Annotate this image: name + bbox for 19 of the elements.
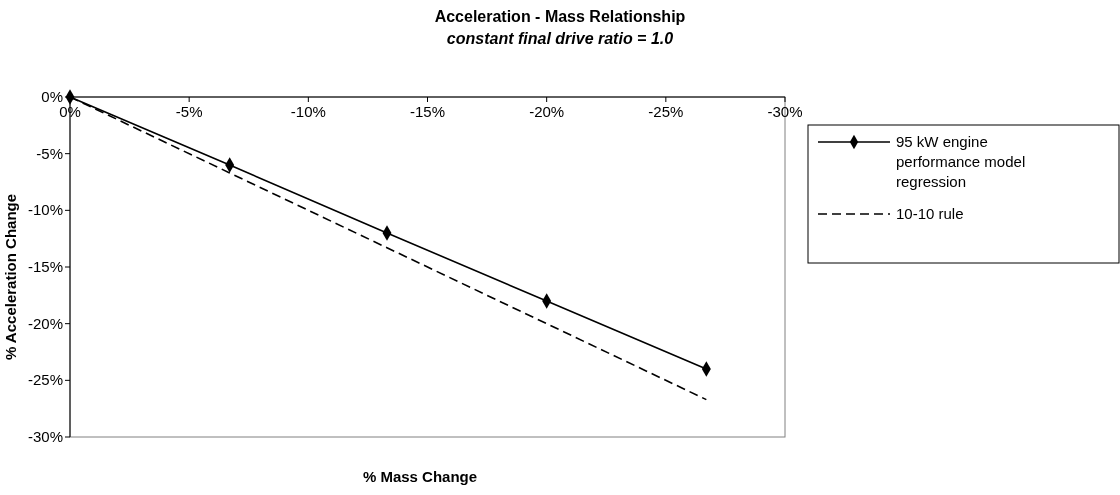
y-tick-label: -25% (27, 371, 63, 389)
x-tick-label: -15% (409, 103, 446, 120)
legend-label: 95 kW engine performance model regression (896, 133, 1026, 190)
x-tick-label: -10% (290, 103, 326, 120)
x-axis-title: % Mass Change (362, 468, 478, 485)
y-tick-label: -10% (27, 201, 63, 219)
y-tick-label: -30% (27, 428, 63, 445)
y-tick-label: -15% (27, 258, 63, 275)
chart-subtitle: constant final drive ratio = 1.0 (446, 30, 674, 47)
x-tick-label: -5% (175, 103, 203, 120)
y-tick-label: -20% (27, 314, 63, 332)
chart-title: Acceleration - Mass Relationship (434, 8, 686, 25)
x-tick-label: -25% (648, 103, 684, 120)
y-axis-title: % Acceleration Change (2, 193, 19, 361)
y-tick-label: -5% (36, 144, 63, 162)
x-tick-label: -20% (529, 103, 565, 120)
y-tick-label: 0% (41, 88, 63, 105)
legend-label: 10-10 rule (896, 205, 964, 222)
x-tick-label: -30% (767, 103, 803, 120)
